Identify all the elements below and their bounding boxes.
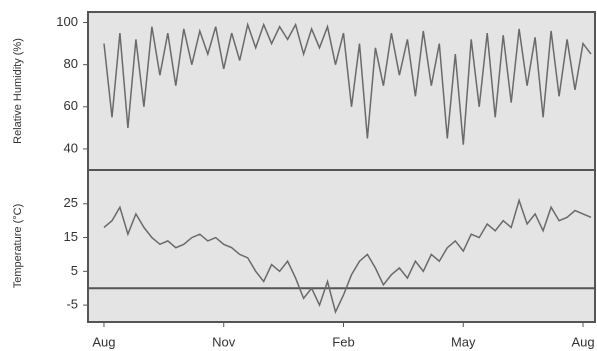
y-tick-label: 40	[64, 140, 78, 155]
y-tick-label: 5	[71, 263, 78, 278]
y-tick-label: 60	[64, 98, 78, 113]
series-line	[103, 21, 592, 145]
y-tick-label: -5	[66, 297, 78, 312]
y-tick-label: 25	[64, 195, 78, 210]
x-tick-label: Feb	[332, 334, 354, 349]
y-axis-label: Relative Humidity (%)	[12, 38, 24, 144]
y-axis-label: Temperature (°C)	[12, 204, 24, 288]
x-tick-label: May	[451, 334, 476, 349]
x-tick-label: Nov	[212, 334, 236, 349]
x-tick-label: Aug	[92, 334, 115, 349]
y-tick-label: 80	[64, 56, 78, 71]
y-tick-label: 100	[56, 14, 78, 29]
y-tick-label: 15	[64, 229, 78, 244]
plot-area	[87, 11, 596, 323]
series-line	[103, 197, 592, 315]
x-tick-label: Aug	[571, 334, 594, 349]
